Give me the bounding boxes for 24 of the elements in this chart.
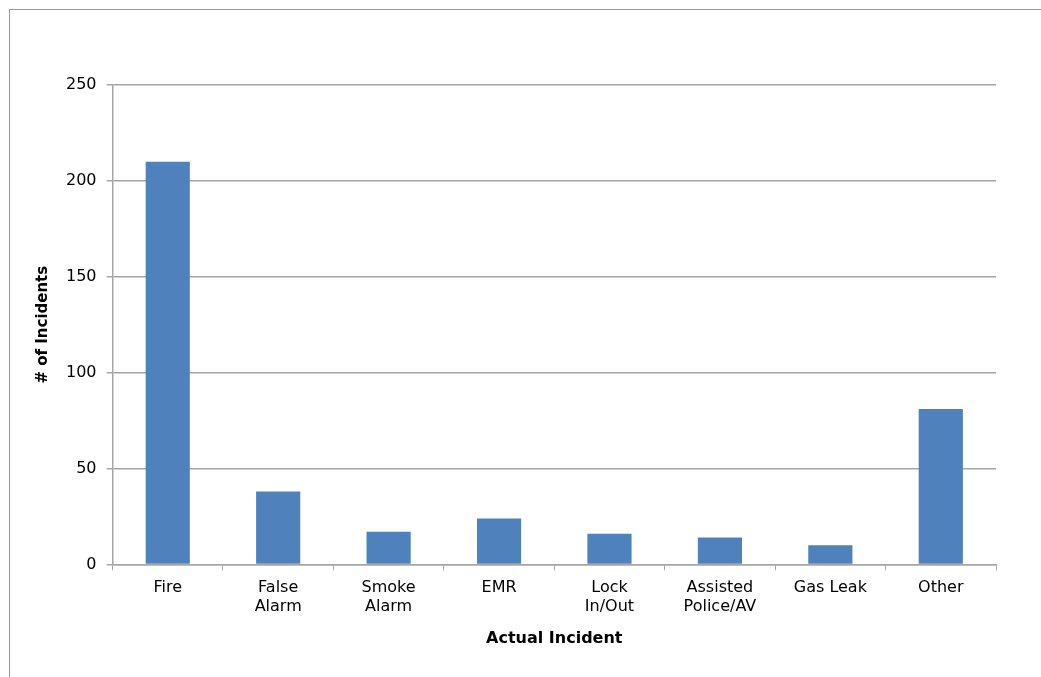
bar [256, 491, 301, 564]
y-tick-label: 250 [65, 74, 97, 94]
x-tick-label: False Alarm [254, 577, 302, 616]
bar [366, 531, 411, 564]
y-tick-label: 200 [65, 170, 97, 190]
x-axis-title: Actual Incident [486, 627, 623, 647]
bar [918, 409, 963, 564]
y-tick-label: 150 [65, 265, 97, 285]
bar [476, 518, 522, 564]
x-tick-label: EMR [481, 577, 517, 597]
bar [808, 545, 853, 564]
x-tick-label: Gas Leak [793, 577, 868, 597]
x-tick-label: Lock In/Out [584, 577, 635, 616]
bar [587, 533, 632, 564]
bar [145, 161, 190, 564]
y-axis-title: # of Incidents [32, 265, 51, 384]
x-tick-label: Assisted Police/AV [683, 577, 757, 616]
bar [697, 537, 743, 564]
x-tick-label: Other [918, 577, 964, 597]
y-tick-label: 50 [76, 457, 97, 477]
y-tick-label: 100 [65, 361, 97, 381]
y-tick-label: 0 [86, 553, 97, 573]
x-tick-label: Smoke Alarm [361, 577, 416, 616]
x-tick-label: Fire [153, 577, 183, 597]
